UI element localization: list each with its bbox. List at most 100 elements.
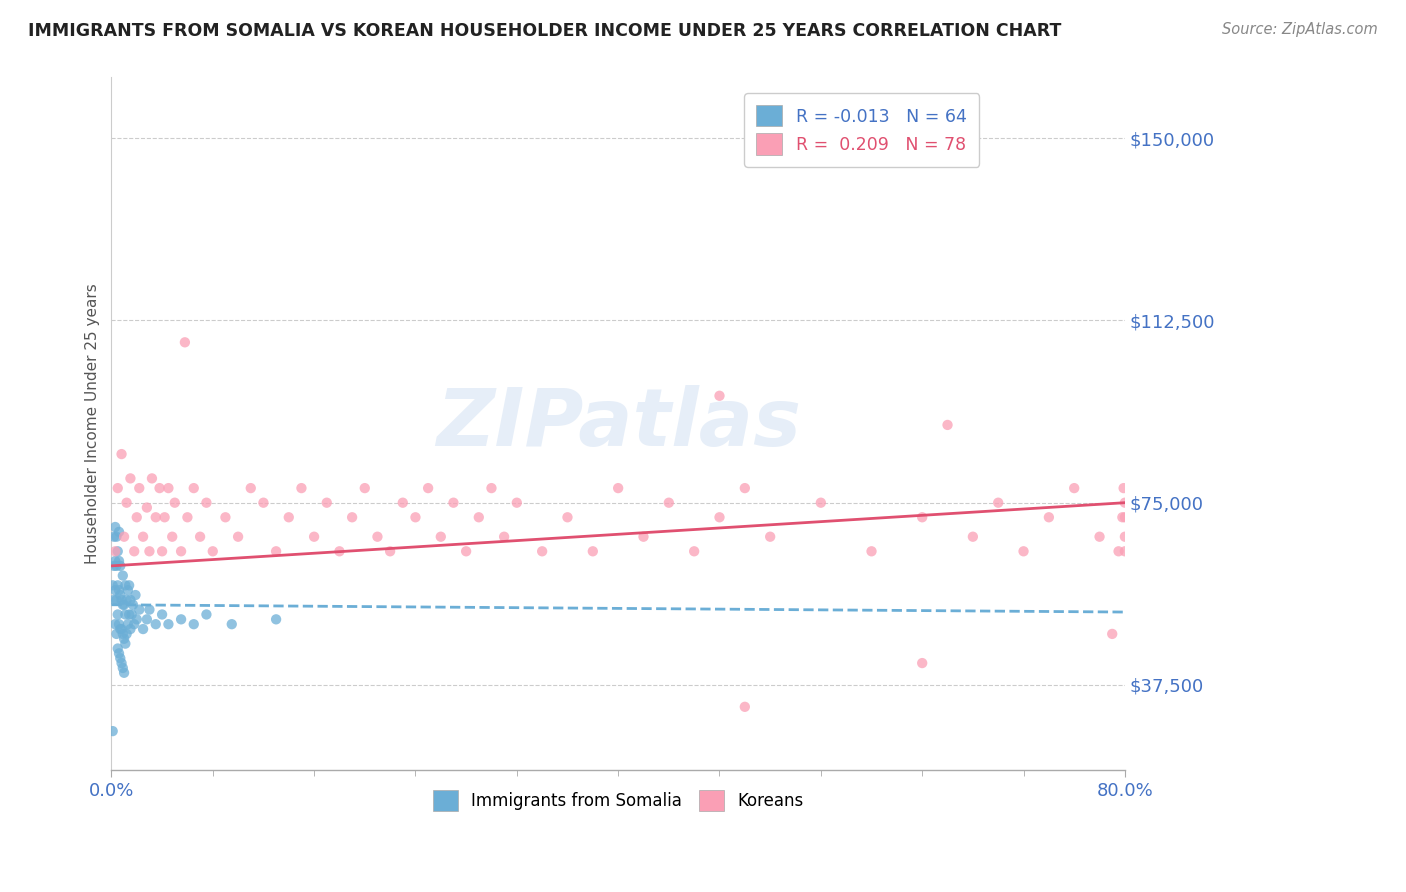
Legend: Immigrants from Somalia, Koreans: Immigrants from Somalia, Koreans (419, 777, 817, 824)
Point (1112, 481, 1135, 495)
Point (122, 544, 145, 558)
Point (163, 496, 186, 510)
Point (114, 637, 136, 651)
Point (114, 607, 136, 622)
Point (290, 481, 312, 495)
Point (110, 622, 132, 636)
Point (110, 593, 132, 607)
Point (115, 496, 138, 510)
Point (353, 481, 375, 495)
Point (709, 389, 731, 403)
Point (104, 617, 127, 632)
Point (153, 510, 176, 524)
Point (214, 510, 236, 524)
Point (430, 530, 453, 544)
Point (115, 627, 138, 641)
Point (120, 471, 142, 485)
Point (110, 588, 132, 602)
Point (252, 496, 274, 510)
Point (108, 554, 131, 568)
Point (114, 578, 136, 592)
Point (104, 583, 127, 598)
Point (911, 510, 934, 524)
Point (633, 530, 655, 544)
Point (132, 622, 155, 636)
Text: ZIPatlas: ZIPatlas (436, 384, 800, 463)
Point (416, 481, 439, 495)
Point (1012, 544, 1035, 558)
Point (150, 544, 173, 558)
Point (110, 651, 132, 665)
Point (107, 544, 129, 558)
Point (105, 593, 128, 607)
Point (103, 530, 125, 544)
Point (112, 665, 135, 680)
Point (1108, 544, 1130, 558)
Point (328, 544, 350, 558)
Point (108, 646, 131, 660)
Point (120, 622, 142, 636)
Point (302, 530, 325, 544)
Point (121, 607, 143, 622)
Point (658, 496, 681, 510)
Point (107, 481, 129, 495)
Point (111, 598, 134, 612)
Point (1088, 530, 1111, 544)
Point (148, 481, 170, 495)
Point (1114, 530, 1136, 544)
Point (111, 627, 134, 641)
Point (103, 558, 125, 573)
Point (107, 641, 129, 656)
Point (135, 612, 157, 626)
Point (195, 607, 218, 622)
Point (150, 607, 173, 622)
Point (115, 593, 138, 607)
Point (201, 544, 224, 558)
Point (117, 583, 139, 598)
Point (107, 578, 129, 592)
Y-axis label: Householder Income Under 25 years: Householder Income Under 25 years (86, 284, 100, 564)
Point (734, 699, 756, 714)
Point (105, 530, 128, 544)
Point (936, 417, 959, 432)
Point (138, 602, 160, 616)
Point (122, 598, 145, 612)
Point (456, 544, 478, 558)
Point (987, 496, 1010, 510)
Point (125, 612, 148, 626)
Point (112, 530, 135, 544)
Point (108, 617, 131, 632)
Point (105, 558, 128, 573)
Point (1114, 544, 1136, 558)
Point (170, 612, 193, 626)
Point (709, 510, 731, 524)
Point (683, 544, 706, 558)
Point (378, 544, 401, 558)
Point (118, 578, 141, 592)
Point (110, 558, 132, 573)
Point (404, 510, 426, 524)
Point (104, 554, 127, 568)
Point (132, 530, 155, 544)
Point (160, 530, 183, 544)
Point (145, 510, 167, 524)
Point (124, 588, 146, 602)
Point (122, 617, 145, 632)
Point (183, 617, 205, 632)
Point (188, 530, 211, 544)
Point (157, 481, 180, 495)
Point (145, 617, 167, 632)
Point (391, 496, 413, 510)
Point (105, 627, 128, 641)
Point (141, 471, 163, 485)
Point (481, 481, 503, 495)
Point (195, 496, 218, 510)
Point (1111, 510, 1133, 524)
Point (1114, 510, 1136, 524)
Point (112, 632, 135, 646)
Point (110, 447, 132, 461)
Point (125, 510, 148, 524)
Point (111, 661, 134, 675)
Point (104, 544, 127, 558)
Point (759, 530, 782, 544)
